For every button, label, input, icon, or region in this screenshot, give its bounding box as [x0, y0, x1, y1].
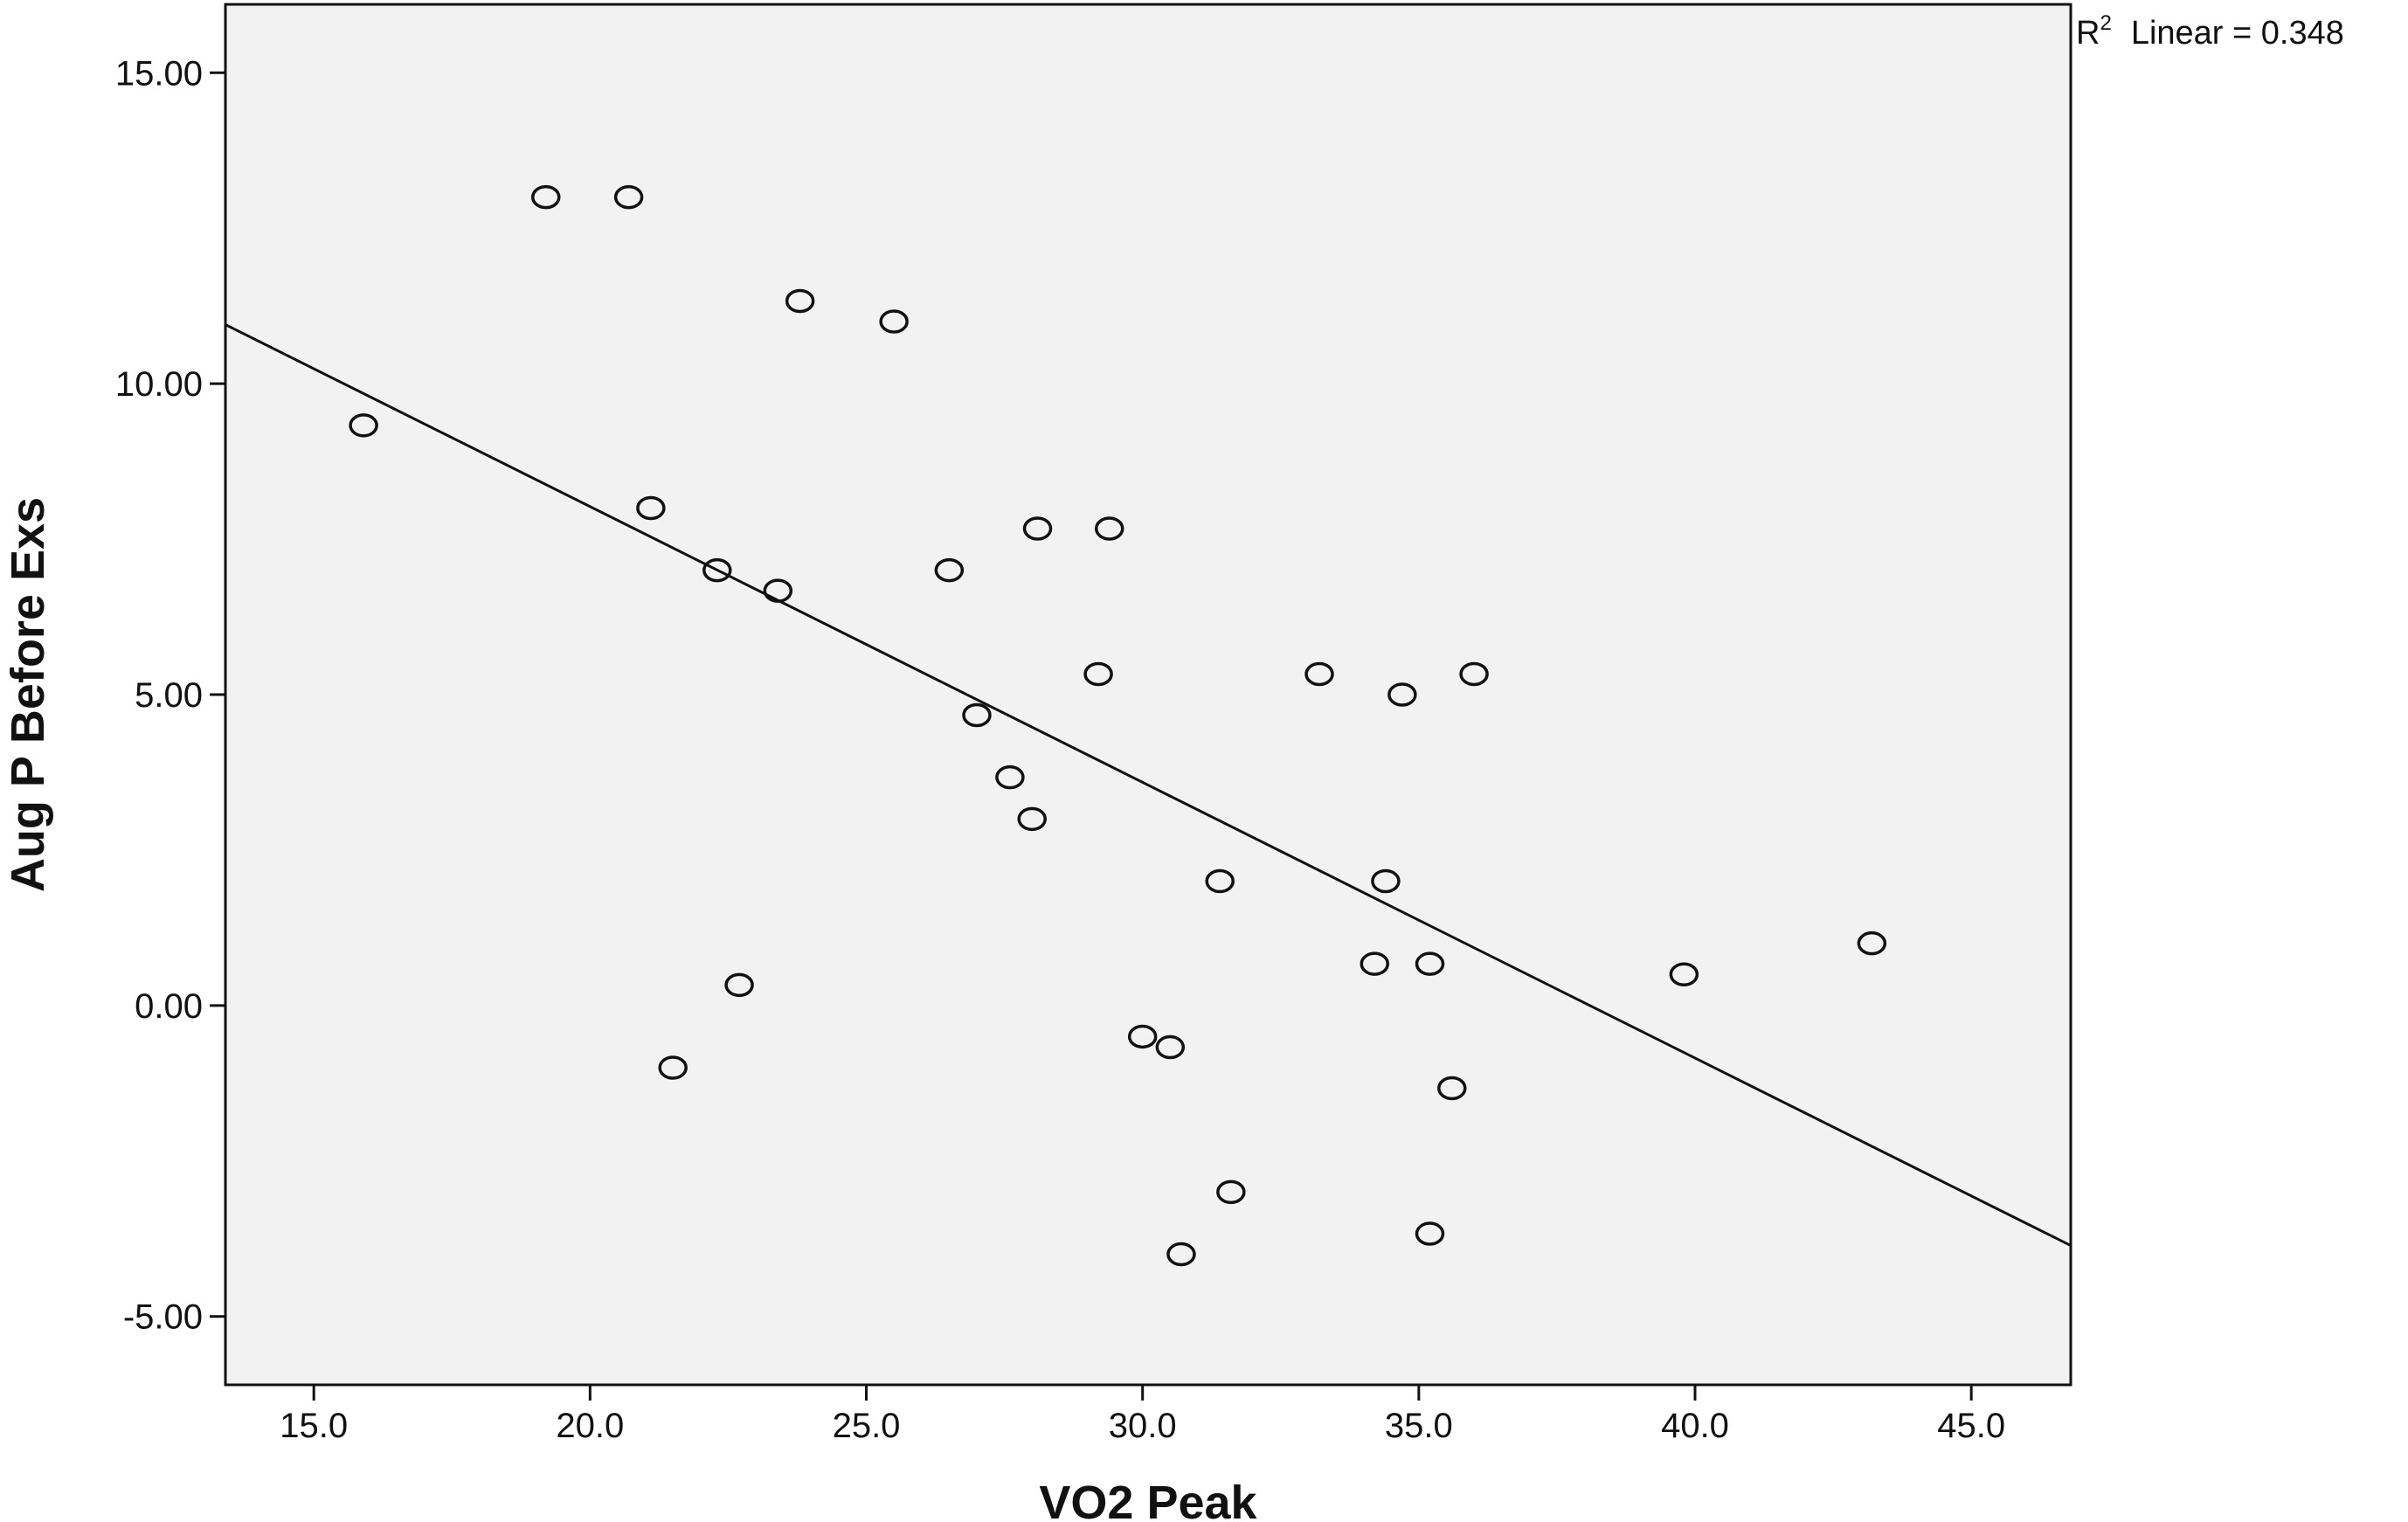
data-points: [349, 184, 1887, 1267]
data-point: [724, 972, 754, 998]
data-point: [1669, 962, 1699, 987]
x-axis: 15.0 20.0 25.0 30.0 35.0 40.0 45.0: [280, 1385, 2005, 1445]
y-tick-label: 10.00: [115, 365, 203, 404]
x-tick-label: 40.0: [1661, 1407, 1729, 1445]
data-point: [1360, 951, 1390, 976]
y-tick-label: -5.00: [123, 1298, 203, 1337]
data-point: [613, 184, 644, 210]
data-point: [1857, 930, 1887, 956]
data-point: [1166, 1242, 1196, 1267]
data-point: [702, 557, 732, 583]
y-tick-label: 5.00: [135, 676, 203, 715]
x-tick-label: 45.0: [1937, 1407, 2005, 1445]
data-point: [1083, 661, 1113, 687]
x-tick-label: 15.0: [280, 1407, 348, 1445]
data-point: [785, 288, 815, 314]
data-point: [658, 1055, 688, 1080]
data-point: [1094, 516, 1124, 541]
data-point: [1415, 1221, 1445, 1246]
data-point: [1155, 1034, 1186, 1060]
x-tick-label: 20.0: [556, 1407, 624, 1445]
data-point: [1371, 868, 1401, 894]
data-point: [349, 413, 378, 438]
data-point: [1437, 1076, 1467, 1101]
data-point: [1022, 516, 1053, 541]
data-point: [1017, 806, 1047, 832]
data-point: [1459, 661, 1489, 687]
x-axis-title: VO2 Peak: [1039, 1477, 1257, 1522]
x-tick-label: 35.0: [1385, 1407, 1453, 1445]
y-tick-label: 0.00: [135, 987, 203, 1026]
y-axis: 15.00 10.00 5.00 0.00 -5.00: [115, 54, 225, 1337]
data-point: [962, 702, 992, 728]
r-squared-superscript: 2: [2100, 11, 2111, 35]
data-point: [1387, 682, 1417, 707]
data-point: [879, 309, 909, 334]
data-point: [636, 495, 666, 521]
data-point: [1216, 1180, 1246, 1205]
data-point: [1415, 951, 1445, 976]
data-point: [1127, 1024, 1158, 1049]
x-tick-label: 25.0: [833, 1407, 901, 1445]
x-tick-label: 30.0: [1109, 1407, 1177, 1445]
plot-area: [224, 3, 2072, 1387]
fit-line-group: [225, 323, 2072, 1247]
data-point: [763, 578, 793, 603]
linear-fit-line: [225, 323, 2072, 1247]
data-point: [995, 764, 1025, 790]
r-squared-r: R: [2076, 15, 2100, 52]
y-axis-title: Aug P Before Exs: [2, 497, 54, 892]
r-squared-value: Linear = 0.348: [2131, 15, 2344, 52]
r-squared-label: R2 Linear = 0.348: [2076, 11, 2344, 52]
data-point: [934, 557, 965, 583]
y-tick-label: 15.00: [115, 54, 203, 93]
data-point: [531, 184, 561, 210]
data-point: [1205, 868, 1235, 894]
data-point: [1304, 661, 1334, 687]
